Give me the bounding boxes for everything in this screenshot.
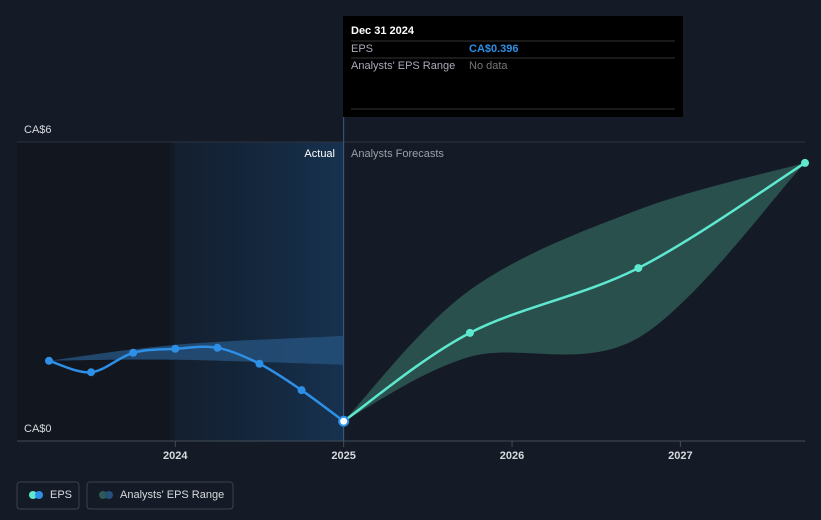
tooltip (343, 16, 683, 117)
legend-swatch (99, 491, 107, 499)
actual-label: Actual (304, 148, 335, 160)
eps-point (213, 343, 222, 352)
y-tick-label: CA$0 (24, 423, 52, 435)
legend-swatch (29, 491, 37, 499)
x-tick-label: 2026 (500, 450, 524, 462)
tooltip-label: Analysts' EPS Range (351, 60, 455, 72)
legend-label: EPS (50, 489, 72, 501)
past-shade (17, 142, 170, 441)
y-tick-label: CA$6 (24, 124, 52, 136)
eps-point (255, 359, 264, 368)
eps-point (87, 368, 96, 377)
legend-label: Analysts' EPS Range (120, 489, 224, 501)
x-tick-label: 2025 (331, 450, 355, 462)
legend-swatch (35, 491, 43, 499)
x-tick-label: 2027 (668, 450, 692, 462)
legend-swatch (105, 491, 113, 499)
actual-region (175, 142, 344, 441)
eps-point (801, 158, 809, 167)
eps-point (338, 415, 350, 427)
eps-line (342, 161, 806, 423)
forecast-label: Analysts Forecasts (351, 148, 444, 160)
tooltip-date: Dec 31 2024 (351, 25, 415, 37)
tooltip-label: EPS (351, 43, 373, 55)
eps-point (634, 264, 643, 273)
eps-point (44, 356, 53, 365)
eps-point (297, 386, 306, 395)
tooltip-value: No data (469, 60, 508, 72)
x-tick-label: 2024 (163, 450, 188, 462)
legend-item[interactable] (86, 481, 234, 510)
legend-item[interactable] (16, 481, 80, 510)
range-area (343, 162, 805, 422)
eps-point (129, 348, 138, 357)
tooltip-value: CA$0.396 (469, 43, 519, 55)
eps-point (171, 344, 180, 353)
eps-point (465, 328, 474, 337)
